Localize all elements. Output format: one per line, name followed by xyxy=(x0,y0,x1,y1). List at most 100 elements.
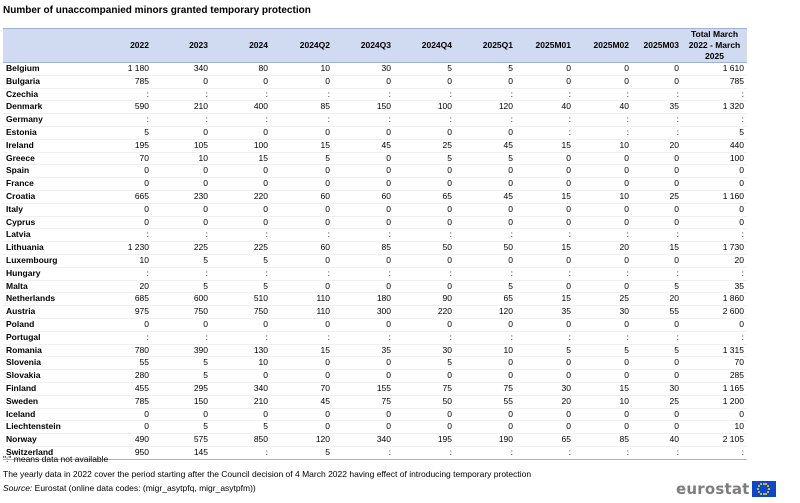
value-cell: : xyxy=(394,113,455,127)
value-cell: 5 xyxy=(211,420,271,435)
value-cell: : xyxy=(89,88,152,102)
value-cell: 285 xyxy=(682,369,747,383)
value-cell: 0 xyxy=(574,280,632,294)
value-cell: : xyxy=(516,446,574,460)
value-cell: 0 xyxy=(394,369,455,383)
country-cell: Germany xyxy=(3,113,89,127)
value-cell: : xyxy=(632,126,682,140)
value-cell: 1 165 xyxy=(682,382,747,396)
value-cell: 20 xyxy=(89,280,152,294)
eurostat-logo: eurostat xyxy=(676,479,796,499)
value-cell: 0 xyxy=(632,318,682,332)
value-cell: 0 xyxy=(455,164,516,179)
value-cell: 0 xyxy=(682,407,747,422)
country-cell: Latvia xyxy=(3,228,89,243)
value-cell: 0 xyxy=(682,177,747,191)
value-cell: 0 xyxy=(271,164,333,179)
value-cell: : xyxy=(455,331,516,345)
value-cell: 0 xyxy=(89,177,152,191)
value-cell: 0 xyxy=(574,356,632,371)
flag-star xyxy=(758,485,761,488)
value-cell: : xyxy=(682,446,747,460)
value-cell: 0 xyxy=(211,369,271,383)
value-cell: 35 xyxy=(682,280,747,294)
value-cell: : xyxy=(516,331,574,345)
value-cell: : xyxy=(574,126,632,140)
flag-star xyxy=(767,490,770,493)
value-cell: 0 xyxy=(152,203,211,217)
value-cell: 1 160 xyxy=(682,190,747,204)
country-cell: Lithuania xyxy=(3,241,89,255)
value-cell: 0 xyxy=(574,164,632,179)
value-cell: 40 xyxy=(516,100,574,115)
value-cell: 15 xyxy=(516,241,574,255)
value-cell: 100 xyxy=(211,139,271,153)
country-cell: Norway xyxy=(3,433,89,447)
value-cell: : xyxy=(682,228,747,243)
value-cell: 5 xyxy=(152,254,211,268)
country-cell: Ireland xyxy=(3,139,89,153)
value-cell: 0 xyxy=(211,203,271,217)
value-cell: 975 xyxy=(89,305,152,319)
value-cell: : xyxy=(152,331,211,345)
value-cell: 0 xyxy=(574,152,632,166)
value-cell: 0 xyxy=(632,152,682,166)
value-cell: 145 xyxy=(152,446,211,460)
value-cell: 0 xyxy=(211,216,271,230)
value-cell: 280 xyxy=(89,369,152,383)
value-cell: 0 xyxy=(152,126,211,140)
value-cell: 5 xyxy=(394,62,455,76)
value-cell: 750 xyxy=(211,305,271,319)
value-cell: 590 xyxy=(89,100,152,115)
value-cell: 0 xyxy=(574,75,632,89)
country-cell: Finland xyxy=(3,382,89,396)
value-cell: : xyxy=(574,113,632,127)
value-cell: 70 xyxy=(682,356,747,371)
value-cell: 0 xyxy=(394,280,455,294)
value-cell: : xyxy=(574,446,632,460)
table-row: Latvia::::::::::: xyxy=(3,228,747,243)
value-cell: 225 xyxy=(152,241,211,255)
country-cell: Greece xyxy=(3,152,89,166)
value-cell: 0 xyxy=(516,356,574,371)
value-cell: : xyxy=(89,267,152,281)
eu-flag-icon xyxy=(751,481,776,497)
value-cell: 0 xyxy=(394,126,455,140)
value-cell: : xyxy=(394,88,455,102)
value-cell: 20 xyxy=(632,292,682,307)
value-cell: 0 xyxy=(574,203,632,217)
column-header: 2025M02 xyxy=(574,28,632,63)
value-cell: : xyxy=(271,267,333,281)
value-cell: 0 xyxy=(333,177,394,191)
value-cell: 20 xyxy=(632,139,682,153)
table-row: Croatia 665 230 220 60 60 65 45 15 10 25 1 160 xyxy=(3,190,747,204)
value-cell: 1 315 xyxy=(682,344,747,358)
value-cell: 10 xyxy=(455,344,516,358)
value-cell: 5 xyxy=(516,344,574,358)
table-row: France 0 0 0 0 0 0 0 0 0 0 0 xyxy=(3,177,747,191)
value-cell: : xyxy=(271,228,333,243)
value-cell: : xyxy=(211,331,271,345)
value-cell: 0 xyxy=(516,177,574,191)
note-yearly: The yearly data in 2022 cover the period… xyxy=(3,468,532,479)
value-cell: 0 xyxy=(271,356,333,371)
value-cell: 575 xyxy=(152,433,211,447)
table-row: Denmark 590 210 400 85 150 100 120 40 40 35 1 320 xyxy=(3,100,747,115)
value-cell: 10 xyxy=(574,190,632,204)
value-cell: 2 600 xyxy=(682,305,747,319)
value-cell: 5 xyxy=(574,344,632,358)
value-cell: 5 xyxy=(394,356,455,371)
value-cell: 0 xyxy=(682,216,747,230)
value-cell: 5 xyxy=(271,152,333,166)
value-cell: 0 xyxy=(394,216,455,230)
value-cell: : xyxy=(271,88,333,102)
value-cell: 0 xyxy=(455,318,516,332)
value-cell: 5 xyxy=(152,280,211,294)
value-cell: 55 xyxy=(455,395,516,409)
value-cell: 15 xyxy=(211,152,271,166)
value-cell: 0 xyxy=(89,164,152,179)
value-cell: 15 xyxy=(516,292,574,307)
value-cell: 0 xyxy=(333,164,394,179)
value-cell: 295 xyxy=(152,382,211,396)
value-cell: 400 xyxy=(211,100,271,115)
